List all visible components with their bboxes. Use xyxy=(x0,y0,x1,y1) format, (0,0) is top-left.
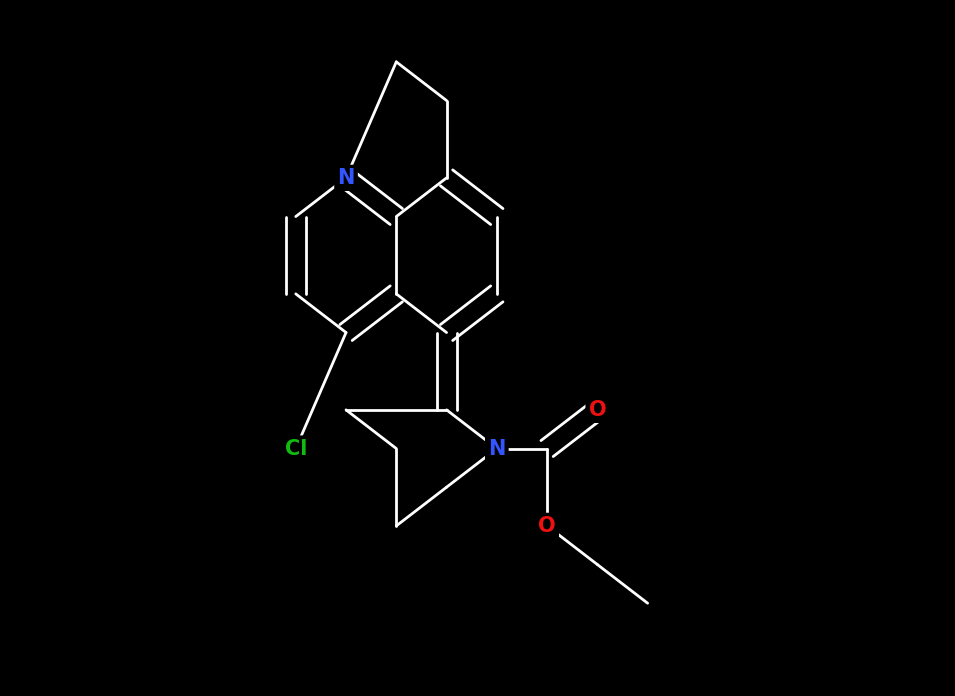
Text: N: N xyxy=(337,168,354,188)
Text: O: O xyxy=(539,516,556,536)
Text: N: N xyxy=(488,438,505,459)
Text: O: O xyxy=(588,400,606,420)
Text: Cl: Cl xyxy=(285,438,307,459)
